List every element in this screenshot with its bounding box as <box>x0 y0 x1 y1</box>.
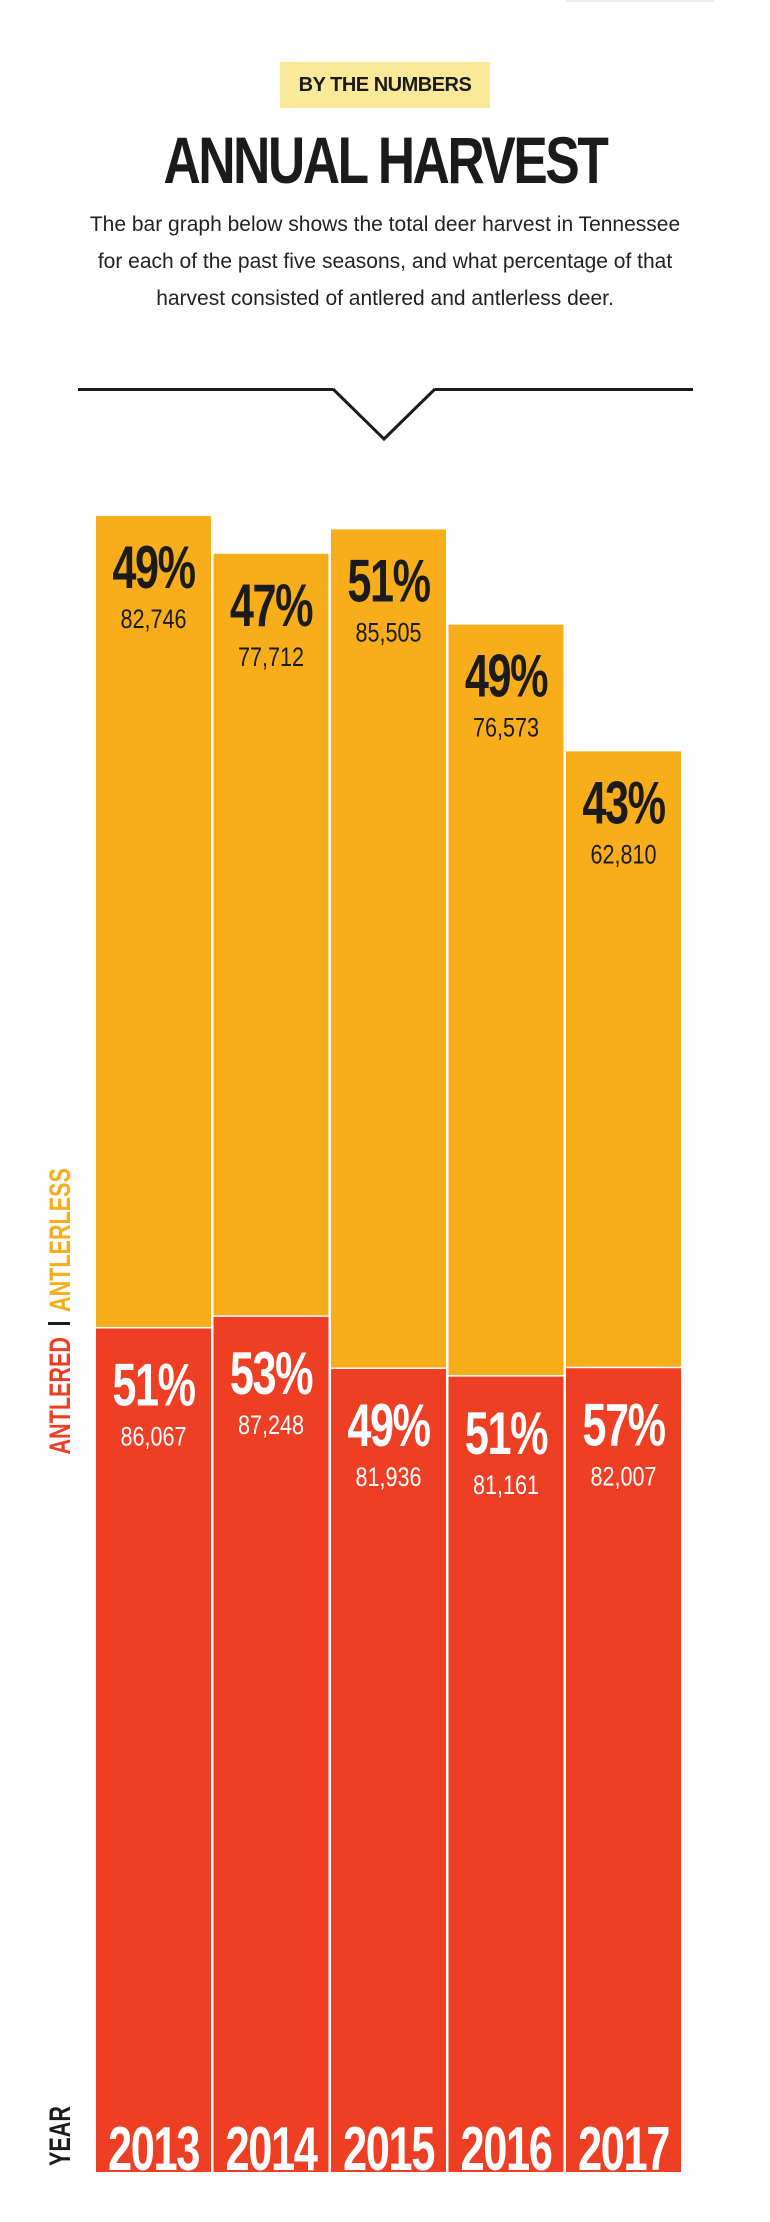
antlered-value-label: 81,161 <box>473 1471 539 1501</box>
antlerless-value-label: 76,573 <box>473 713 539 743</box>
label-group: 49%82,74651%86,067201347%77,71253%87,248… <box>108 535 670 2184</box>
year-tick-label: 2015 <box>343 2116 435 2184</box>
section-badge: BY THE NUMBERS <box>280 62 490 108</box>
bar-antlered-2015 <box>331 1368 446 2172</box>
year-tick-label: 2014 <box>226 2116 319 2184</box>
x-axis-label: YEAR <box>42 2106 76 2166</box>
bar-antlerless-2016 <box>448 624 564 1376</box>
top-divider <box>566 0 714 2</box>
bar-antlered-2013 <box>96 1327 211 2172</box>
antlerless-percent-label: 51% <box>347 549 430 616</box>
bar-antlerless-2013 <box>96 516 211 1328</box>
antlerless-value-label: 62,810 <box>590 840 656 870</box>
legend-antlerless: ANTLERLESS <box>42 1168 76 1312</box>
year-tick-label: 2017 <box>578 2116 669 2184</box>
antlerless-percent-label: 49% <box>465 644 548 711</box>
down-chevron-divider <box>331 387 437 442</box>
legend-separator <box>48 1322 70 1325</box>
antlered-value-label: 82,007 <box>590 1462 656 1492</box>
bar-group <box>96 516 681 2172</box>
bar-antlerless-2014 <box>213 553 329 1317</box>
antlered-value-label: 81,936 <box>355 1463 421 1493</box>
year-tick-label: 2016 <box>461 2116 552 2184</box>
antlered-percent-label: 51% <box>112 1353 195 1420</box>
bar-antlered-2016 <box>448 1375 564 2172</box>
antlerless-value-label: 77,712 <box>238 643 304 673</box>
antlerless-percent-label: 47% <box>230 573 313 640</box>
legend-antlered: ANTLERED <box>42 1337 76 1455</box>
divider-right <box>435 388 693 391</box>
antlerless-percent-label: 49% <box>112 535 195 602</box>
page-title: ANNUAL HARVEST <box>163 123 608 197</box>
intro-paragraph: The bar graph below shows the total deer… <box>89 213 681 310</box>
antlered-percent-label: 57% <box>582 1393 665 1460</box>
antlerless-value-label: 82,746 <box>120 605 186 635</box>
year-tick-label: 2013 <box>108 2116 199 2184</box>
divider-left <box>78 388 333 391</box>
antlered-percent-label: 53% <box>230 1341 313 1408</box>
bar-antlerless-2015 <box>331 529 446 1369</box>
antlered-value-label: 86,067 <box>120 1423 186 1453</box>
bar-antlered-2014 <box>213 1316 329 2172</box>
antlered-percent-label: 49% <box>347 1393 430 1460</box>
antlerless-value-label: 85,505 <box>355 618 421 648</box>
axis-group: ANTLERED ANTLERLESS YEAR <box>42 1168 76 2166</box>
antlered-percent-label: 51% <box>465 1401 548 1468</box>
bar-antlerless-2017 <box>566 751 681 1368</box>
antlerless-percent-label: 43% <box>582 771 665 838</box>
antlered-value-label: 87,248 <box>238 1411 304 1441</box>
bar-antlered-2017 <box>566 1367 681 2172</box>
